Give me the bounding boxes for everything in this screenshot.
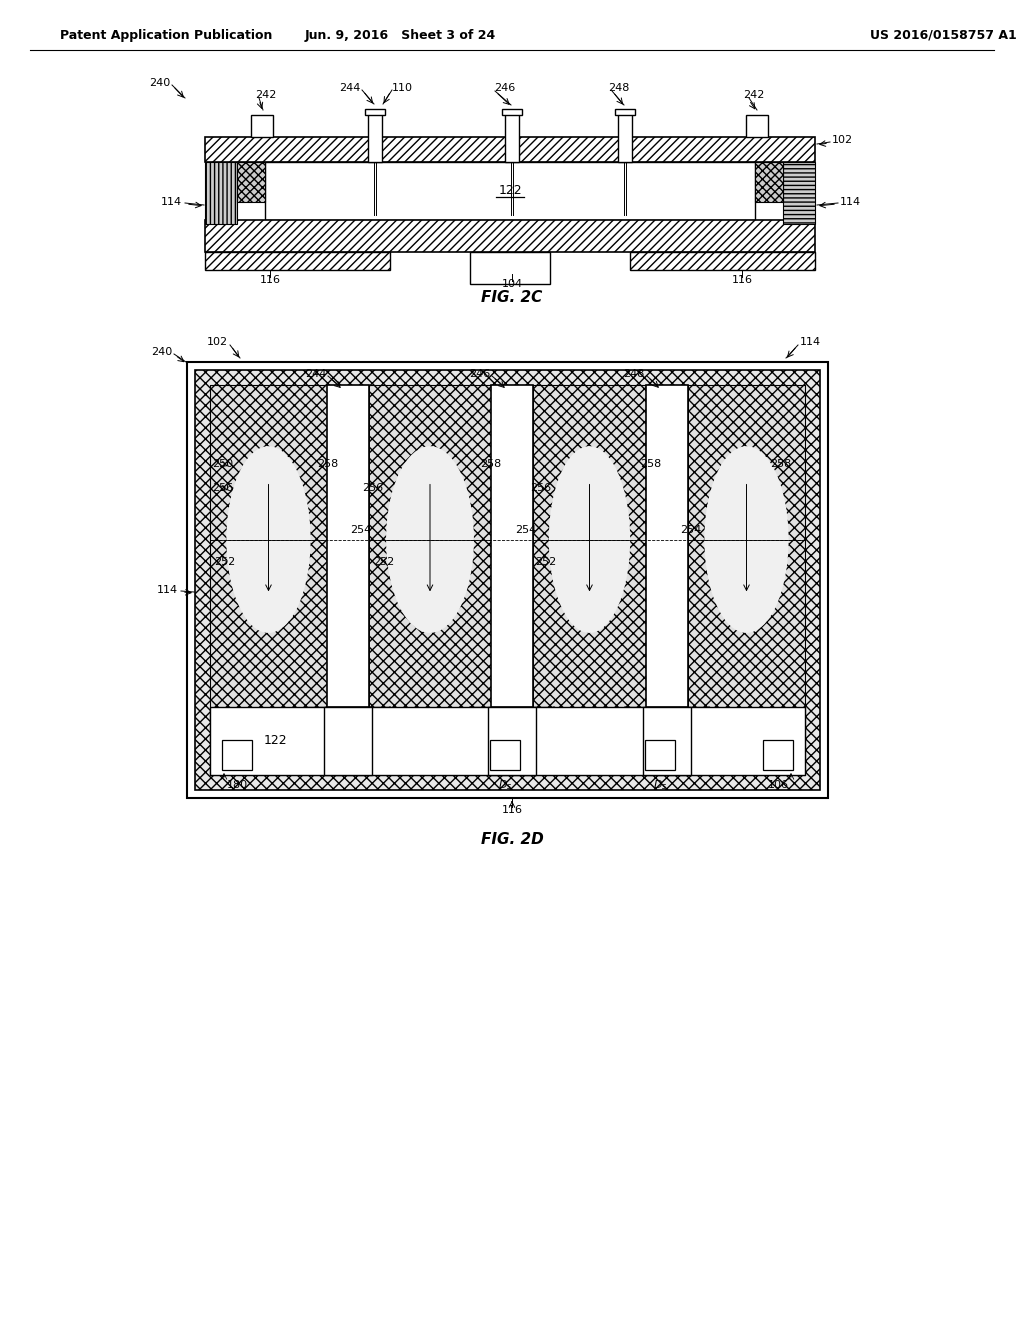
Text: 116: 116 (731, 275, 753, 285)
Bar (505, 111, 519, 162)
Bar (265, 162, 755, 220)
Text: 114: 114 (800, 337, 821, 347)
Bar (746, 116, 767, 136)
Text: 256: 256 (362, 483, 383, 492)
Text: US 2016/0158757 A1: US 2016/0158757 A1 (870, 29, 1017, 41)
Text: 256: 256 (212, 483, 233, 492)
Text: 258: 258 (770, 459, 792, 469)
Text: 114: 114 (840, 197, 861, 207)
Bar (534, 385, 646, 708)
Bar (251, 115, 273, 137)
Bar (205, 252, 390, 271)
Text: FIG. 2C: FIG. 2C (481, 290, 543, 305)
Text: 258: 258 (317, 459, 338, 469)
Text: Patent Application Publication: Patent Application Publication (60, 29, 272, 41)
Text: 180: 180 (226, 780, 248, 789)
Text: 116: 116 (259, 275, 281, 285)
Text: 242: 242 (255, 90, 276, 100)
Text: 252: 252 (214, 557, 236, 568)
Bar (645, 741, 675, 770)
Ellipse shape (226, 446, 310, 632)
Bar (365, 110, 385, 115)
Text: 258: 258 (640, 459, 662, 469)
Text: 256: 256 (530, 483, 551, 492)
Bar (490, 385, 534, 708)
Text: 258: 258 (480, 459, 502, 469)
Bar (755, 162, 783, 202)
Bar (187, 362, 828, 799)
Text: 240: 240 (148, 78, 170, 88)
Bar (252, 116, 272, 136)
Text: 252: 252 (373, 557, 394, 568)
Text: 110: 110 (392, 83, 413, 92)
Bar (502, 110, 522, 115)
Text: 252: 252 (535, 557, 556, 568)
Text: 244: 244 (339, 83, 360, 92)
Ellipse shape (549, 446, 630, 632)
Text: 254: 254 (680, 525, 701, 535)
Bar (490, 741, 520, 770)
Text: 244: 244 (304, 370, 326, 379)
Bar (205, 137, 815, 162)
Bar (324, 708, 372, 775)
Bar (210, 385, 327, 708)
Text: 242: 242 (743, 90, 764, 100)
Bar (783, 162, 815, 224)
Bar (746, 115, 768, 137)
Text: 122: 122 (263, 734, 287, 747)
Text: FIG. 2D: FIG. 2D (480, 833, 544, 847)
Text: 248: 248 (624, 370, 645, 379)
Text: 102: 102 (207, 337, 228, 347)
Text: 114: 114 (157, 585, 178, 595)
Text: 240: 240 (151, 347, 172, 356)
Bar (615, 110, 635, 115)
Text: 102: 102 (831, 135, 853, 145)
Text: 250: 250 (212, 459, 233, 469)
Ellipse shape (705, 446, 788, 632)
Bar (763, 741, 793, 770)
Text: 246: 246 (469, 370, 490, 379)
Text: 104: 104 (502, 279, 522, 289)
Text: 122: 122 (499, 185, 522, 198)
Text: 254: 254 (515, 525, 537, 535)
Text: Jun. 9, 2016   Sheet 3 of 24: Jun. 9, 2016 Sheet 3 of 24 (304, 29, 496, 41)
Text: 114: 114 (161, 197, 182, 207)
Bar (369, 385, 490, 708)
Bar (205, 162, 237, 224)
Bar (210, 708, 805, 775)
Text: 246: 246 (494, 83, 515, 92)
Text: 116: 116 (502, 805, 522, 814)
Text: $D_s$: $D_s$ (652, 777, 668, 792)
Bar (646, 385, 688, 708)
Text: 106: 106 (768, 780, 788, 789)
Bar (222, 741, 252, 770)
Bar (210, 385, 805, 775)
Bar (237, 162, 265, 202)
Bar (327, 385, 369, 708)
Bar (195, 370, 820, 789)
Text: 254: 254 (350, 525, 372, 535)
Text: 248: 248 (608, 83, 630, 92)
Bar (488, 708, 536, 775)
Bar (470, 252, 550, 284)
Bar (643, 708, 691, 775)
Ellipse shape (386, 446, 474, 632)
Bar (205, 220, 815, 252)
Bar (630, 252, 815, 271)
Bar (618, 111, 632, 162)
Text: $D_s$: $D_s$ (498, 777, 512, 792)
Bar (688, 385, 805, 708)
Bar (368, 111, 382, 162)
